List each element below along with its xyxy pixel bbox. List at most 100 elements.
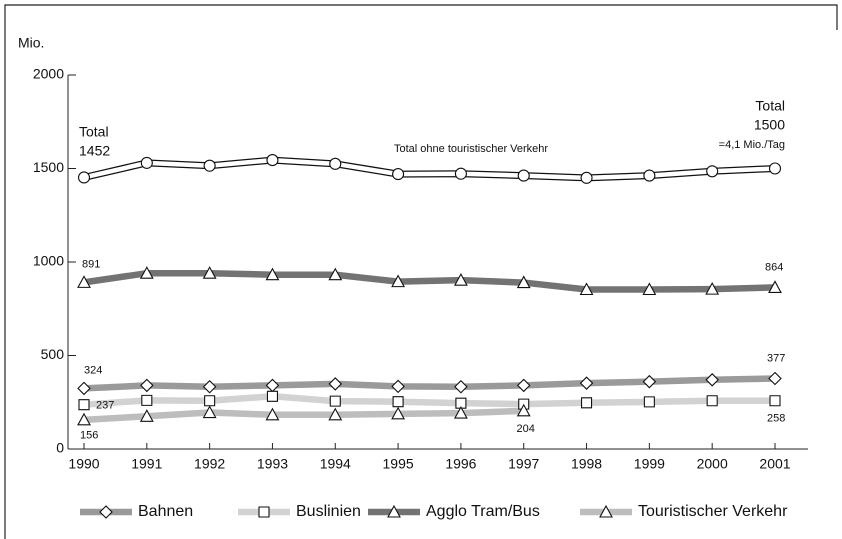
- y-tick-label: 2000: [33, 66, 64, 82]
- point: [705, 373, 719, 387]
- legend-label: Buslinien: [296, 503, 361, 520]
- x-tick-label: 2000: [697, 456, 728, 472]
- total-label: 1500: [754, 117, 785, 133]
- total-point: [140, 156, 153, 169]
- legend-label: Agglo Tram/Bus: [426, 503, 540, 520]
- point: [516, 378, 531, 393]
- x-tick-label: 1994: [320, 456, 351, 472]
- point: [265, 407, 280, 421]
- total-point: [329, 157, 342, 170]
- value-label: 891: [82, 258, 100, 270]
- total-point: [580, 171, 593, 184]
- total-point: [768, 162, 782, 175]
- legend-label: Bahnen: [138, 503, 193, 520]
- point: [266, 390, 279, 402]
- total-label: 1452: [79, 143, 110, 159]
- total-point: [203, 159, 216, 172]
- point: [328, 377, 343, 391]
- value-label: 156: [80, 430, 98, 442]
- point: [202, 379, 217, 394]
- y-tick-label: 0: [56, 440, 64, 456]
- value-label: 864: [765, 261, 783, 273]
- point: [579, 376, 594, 390]
- point: [391, 406, 406, 420]
- point: [642, 282, 657, 296]
- point: [329, 395, 341, 407]
- point: [706, 395, 718, 407]
- point: [705, 281, 720, 295]
- total-point: [643, 169, 656, 182]
- total-point: [392, 168, 405, 181]
- point: [139, 266, 154, 279]
- y-tick-label: 1500: [33, 159, 64, 175]
- total-point: [517, 169, 530, 182]
- point: [453, 405, 468, 419]
- x-tick-label: 1997: [508, 456, 539, 472]
- total-line-inner: [83, 157, 776, 181]
- legend-marker: [387, 504, 401, 518]
- legend-marker: [258, 506, 270, 518]
- point: [392, 396, 404, 408]
- x-tick-label: 1999: [634, 456, 665, 472]
- point: [642, 374, 657, 389]
- point: [391, 379, 405, 394]
- x-tick-label: 1995: [383, 456, 414, 472]
- point: [204, 395, 216, 407]
- total-point: [77, 171, 91, 184]
- x-tick-label: 1996: [445, 456, 476, 472]
- y-tick-label: 1000: [33, 253, 64, 269]
- x-tick-label: 1992: [194, 456, 225, 472]
- total-point: [266, 154, 279, 167]
- point: [516, 275, 531, 289]
- x-tick-label: 2001: [759, 456, 790, 472]
- y-unit: Mio.: [18, 35, 44, 51]
- point: [391, 274, 406, 288]
- series-line: [83, 393, 775, 408]
- point: [580, 397, 593, 409]
- point: [328, 267, 343, 281]
- point: [516, 403, 531, 417]
- point: [579, 282, 594, 296]
- point: [140, 378, 154, 393]
- point: [453, 272, 468, 286]
- point: [768, 371, 782, 386]
- value-label: 204: [517, 423, 535, 435]
- series-line: [83, 269, 776, 293]
- value-label: 324: [84, 364, 102, 376]
- point: [202, 266, 217, 279]
- point: [455, 397, 467, 409]
- x-tick-label: 1990: [68, 456, 99, 472]
- total-point: [454, 167, 467, 180]
- point: [77, 412, 91, 426]
- point: [202, 405, 217, 419]
- value-label: 377: [767, 352, 785, 364]
- point: [768, 280, 782, 293]
- point: [328, 407, 343, 421]
- x-tick-label: 1991: [131, 456, 162, 472]
- point: [769, 395, 781, 407]
- annotation: Total: [755, 98, 785, 114]
- annotation: =4,1 Mio./Tag: [719, 139, 785, 151]
- x-tick-label: 1993: [257, 456, 288, 472]
- total-point: [706, 165, 719, 178]
- point: [265, 378, 280, 393]
- point: [265, 267, 280, 281]
- point: [139, 409, 154, 422]
- point: [454, 379, 468, 394]
- series-line: [83, 375, 776, 392]
- frame: [4, 4, 838, 539]
- point: [643, 396, 655, 408]
- legend-label: Touristischer Verkehr: [638, 503, 788, 520]
- legend-marker: [599, 504, 613, 518]
- series-line: [83, 407, 524, 424]
- value-label: 237: [96, 400, 114, 412]
- point: [141, 394, 153, 406]
- point: [78, 399, 90, 411]
- point: [77, 275, 91, 288]
- point: [77, 381, 91, 396]
- y-tick-label: 500: [41, 346, 65, 362]
- legend-marker: [99, 505, 113, 519]
- annotation: Total: [79, 124, 109, 140]
- x-tick-label: 1998: [571, 456, 602, 472]
